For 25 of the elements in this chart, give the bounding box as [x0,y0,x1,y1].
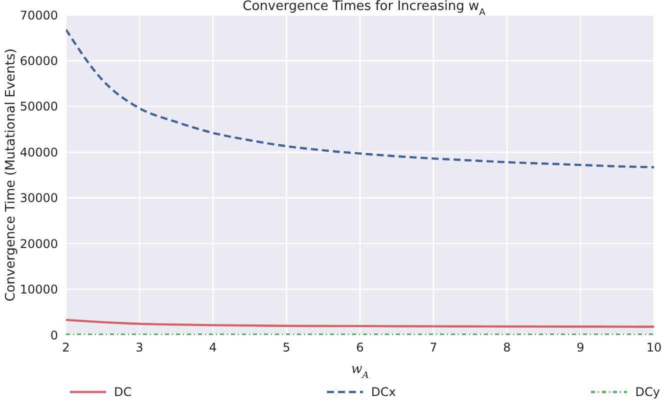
y-tick-label: 70000 [20,8,58,22]
x-axis-title: w$_{A}$ [351,362,370,381]
x-tick-label: 8 [503,340,511,355]
y-tick-label: 0 [50,328,58,342]
legend-label: DCx [371,385,396,399]
y-tick-label: 40000 [20,145,58,160]
x-tick-label: 5 [282,340,290,355]
legend-label: DCy [635,385,660,399]
line-series [66,28,654,168]
chart-title: Convergence Times for Increasing w$_{A}$ [242,0,486,18]
x-tick-label: 3 [136,340,144,355]
y-tick-label: 60000 [20,54,58,68]
y-axis-title: Convergence Time (Mutational Events) [4,48,19,302]
x-tick-label: 4 [209,340,217,355]
y-tick-label: 20000 [20,236,58,251]
legend-label: DC [114,385,132,399]
line-series [66,318,654,328]
x-tick-label: 9 [576,340,584,355]
y-tick-label: 10000 [20,282,58,297]
y-tick-label: 30000 [20,191,58,206]
x-tick-label: 2 [62,340,70,355]
x-tick-label: 6 [356,340,364,355]
y-tick-label: 50000 [20,100,58,114]
x-tick-label: 10 [646,340,662,355]
x-tick-label: 7 [430,340,438,355]
